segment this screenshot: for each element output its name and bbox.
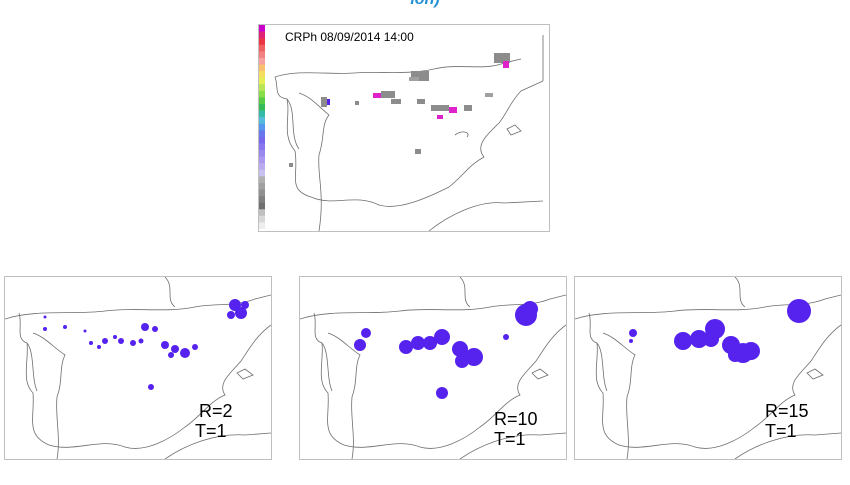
colorbar-step [259, 110, 265, 118]
colorbar-step [259, 44, 265, 52]
map-r15 [575, 277, 841, 459]
radius-label: R=2 [199, 401, 233, 421]
threshold-label: T=1 [765, 421, 797, 441]
colorbar-step [259, 123, 265, 131]
page-title: ion) [0, 0, 850, 9]
colorbar-step [259, 202, 265, 210]
colorbar-step [259, 182, 265, 190]
colorbar-step [259, 90, 265, 98]
colorbar-step [259, 215, 265, 223]
threshold-label: T=1 [494, 429, 526, 449]
probability-panel-r10: R=10 T=1 [299, 276, 567, 460]
radar-timestamp-caption: CRPh 08/09/2014 14:00 [285, 30, 414, 44]
colorbar-step [259, 25, 265, 32]
colorbar-step [259, 71, 265, 78]
colorbar-step [259, 97, 265, 105]
radius-label: R=15 [765, 401, 809, 421]
probability-panel-r15: R=15 T=1 [574, 276, 842, 460]
colorbar-step [259, 196, 265, 203]
colorbar-step [259, 103, 265, 111]
colorbar-step [259, 130, 265, 138]
map-r10 [300, 277, 566, 459]
colorbar-step [259, 64, 265, 72]
colorbar-step [259, 222, 265, 229]
colorbar-legend [259, 25, 265, 229]
colorbar-step [259, 31, 265, 39]
radius-label: R=10 [494, 409, 538, 429]
colorbar-step [259, 38, 265, 46]
colorbar-step [259, 136, 265, 144]
radar-echoes [289, 53, 510, 167]
colorbar-step [259, 77, 265, 85]
colorbar-step [259, 150, 265, 157]
colorbar-step [259, 209, 265, 217]
map-r2 [5, 277, 271, 459]
colorbar-step [259, 57, 265, 65]
radar-map [274, 35, 544, 231]
colorbar-step [259, 189, 265, 197]
colorbar-step [259, 51, 265, 59]
colorbar-step [259, 163, 265, 171]
colorbar-step [259, 143, 265, 151]
probability-panel-r2: R=2 T=1 [4, 276, 272, 460]
colorbar-step [259, 117, 265, 125]
colorbar-step [259, 84, 265, 92]
coastline [274, 35, 544, 231]
colorbar-step [259, 169, 265, 177]
colorbar-step [259, 176, 265, 184]
radar-map-panel: CRPh 08/09/2014 14:00 [258, 24, 550, 232]
threshold-label: T=1 [195, 421, 227, 441]
colorbar-step [259, 156, 265, 164]
